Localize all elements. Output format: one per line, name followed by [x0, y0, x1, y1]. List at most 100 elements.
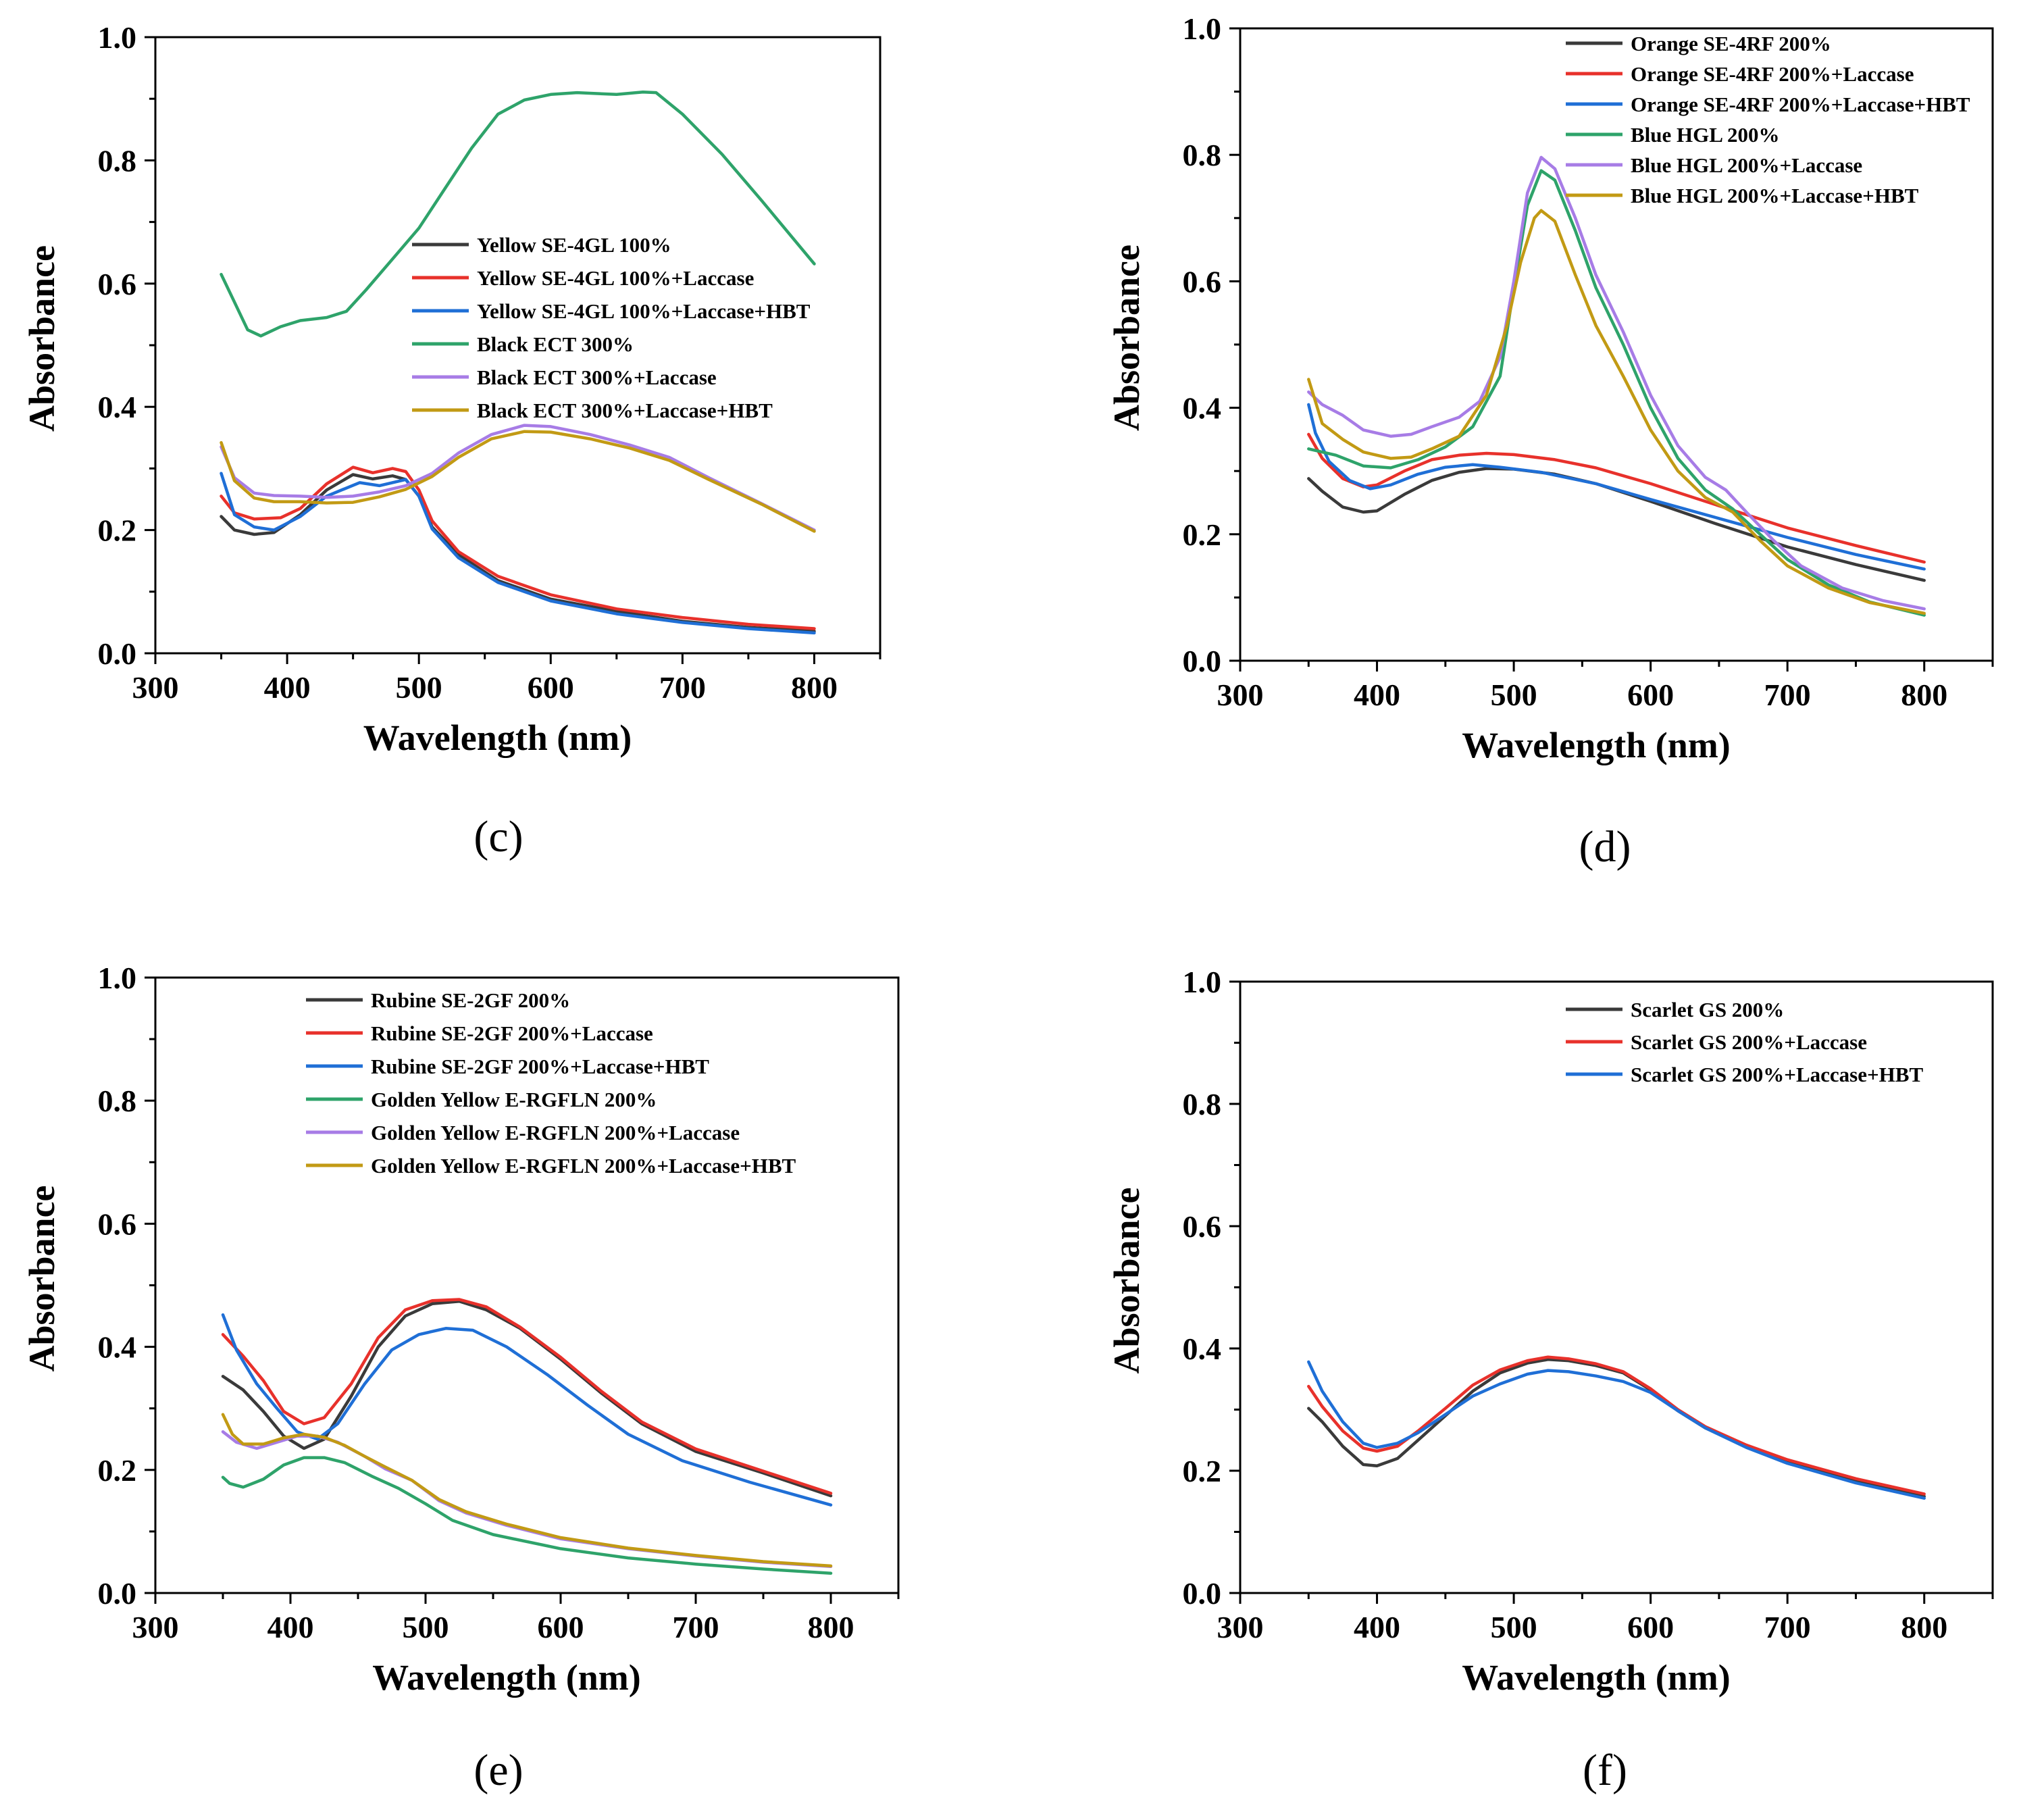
x-tick-label: 500 — [1491, 1610, 1537, 1644]
legend-entry: Yellow SE-4GL 100%+Laccase+HBT — [477, 299, 811, 323]
y-tick-label: 0.6 — [1183, 1209, 1222, 1244]
series-line-6 — [1307, 209, 1926, 615]
series-line-2 — [221, 1298, 833, 1495]
y-tick-label: 0.8 — [98, 1084, 137, 1118]
x-tick-label: 400 — [264, 670, 311, 705]
x-tick-label: 400 — [1354, 1610, 1400, 1644]
series-line-5 — [221, 1430, 833, 1569]
x-tick-label: 500 — [403, 1610, 449, 1644]
x-tick-label: 600 — [538, 1610, 584, 1644]
y-tick-label: 0.2 — [1183, 1454, 1222, 1488]
y-tick-label: 0.8 — [98, 143, 137, 178]
x-tick-label: 400 — [1354, 678, 1400, 712]
x-axis-label: Wavelength (nm) — [1462, 725, 1731, 765]
legend-entry: Golden Yellow E-RGFLN 200%+Laccase — [371, 1121, 740, 1144]
y-tick-label: 0.4 — [98, 390, 137, 424]
x-tick-label: 500 — [1491, 678, 1537, 712]
panel-label: (c) — [474, 812, 523, 861]
plot-frame — [1239, 27, 1994, 662]
x-tick-label: 500 — [396, 670, 442, 705]
legend-entry: Scarlet GS 200% — [1631, 998, 1784, 1021]
y-tick-label: 0.4 — [1183, 391, 1222, 426]
y-tick-label: 1.0 — [1183, 11, 1222, 46]
series-line-4 — [1307, 169, 1926, 617]
x-tick-label: 700 — [673, 1610, 719, 1644]
series-line-6 — [221, 1413, 833, 1568]
y-tick-label: 0.0 — [98, 1576, 137, 1611]
series-line-6 — [220, 430, 816, 533]
series-line-3 — [1307, 1360, 1926, 1500]
x-tick-label: 700 — [659, 670, 706, 705]
y-tick-label: 1.0 — [98, 961, 137, 995]
chart-panel-f: 300 400 500 600 700 800 0.0 0.2 0.4 0.6 0.8 1.0 Wave… — [1106, 965, 1994, 1795]
x-tick-label: 800 — [1901, 1610, 1947, 1644]
legend-entry: Orange SE-4RF 200% — [1631, 32, 1831, 55]
legend-entry: Rubine SE-2GF 200% — [371, 988, 570, 1012]
y-axis-label: Absorbance — [1106, 1187, 1147, 1373]
chart-panel-c: 300 400 500 600 700 800 0.0 0.2 0.4 0.6 0.8 1.0 Wave… — [22, 20, 881, 861]
series-line-3 — [221, 1313, 833, 1507]
legend-entry: Golden Yellow E-RGFLN 200% — [371, 1088, 657, 1111]
y-tick-label: 0.4 — [98, 1330, 137, 1365]
x-tick-label: 600 — [1627, 678, 1674, 712]
x-tick-label: 700 — [1764, 1610, 1811, 1644]
y-tick-label: 0.2 — [1183, 517, 1222, 552]
x-tick-label: 600 — [528, 670, 574, 705]
series-line-4 — [221, 1456, 833, 1575]
x-tick-label: 800 — [808, 1610, 854, 1644]
y-tick-label: 1.0 — [98, 20, 137, 55]
y-axis-label: Absorbance — [1106, 245, 1147, 431]
x-axis-label: Wavelength (nm) — [363, 717, 632, 758]
y-tick-label: 0.0 — [1183, 1576, 1222, 1611]
series-line-5 — [1307, 155, 1926, 611]
x-tick-label: 300 — [132, 670, 179, 705]
x-tick-label: 600 — [1627, 1610, 1674, 1644]
legend-entry: Rubine SE-2GF 200%+Laccase — [371, 1021, 653, 1045]
series-line-2 — [220, 465, 816, 630]
legend-entry: Orange SE-4RF 200%+Laccase+HBT — [1631, 93, 1970, 116]
y-tick-label: 0.4 — [1183, 1332, 1222, 1366]
y-tick-label: 0.2 — [98, 1453, 137, 1488]
legend-entry: Golden Yellow E-RGFLN 200%+Laccase+HBT — [371, 1154, 796, 1178]
x-tick-label: 800 — [791, 670, 838, 705]
legend-entry: Yellow SE-4GL 100%+Laccase — [477, 266, 754, 290]
legend-entry: Scarlet GS 200%+Laccase — [1631, 1030, 1867, 1054]
panel-label: (e) — [474, 1746, 523, 1795]
series-line-1 — [221, 1299, 833, 1498]
legend-entry: Blue HGL 200%+Laccase — [1631, 153, 1862, 177]
series-line-4 — [220, 90, 816, 338]
y-tick-label: 1.0 — [1183, 965, 1222, 999]
legend-entry: Orange SE-4RF 200%+Laccase — [1631, 62, 1914, 86]
y-tick-label: 0.6 — [98, 267, 137, 301]
x-tick-label: 400 — [267, 1610, 314, 1644]
x-tick-label: 800 — [1901, 678, 1947, 712]
y-tick-label: 0.8 — [1183, 138, 1222, 172]
x-tick-label: 300 — [132, 1610, 179, 1644]
x-axis-label: Wavelength (nm) — [372, 1657, 641, 1698]
x-tick-label: 300 — [1217, 1610, 1264, 1644]
x-axis-label: Wavelength (nm) — [1462, 1657, 1731, 1698]
y-axis-label: Absorbance — [22, 245, 62, 432]
legend-entry: Scarlet GS 200%+Laccase+HBT — [1631, 1063, 1923, 1086]
chart-panel-e: 300 400 500 600 700 800 0.0 0.2 0.4 0.6 0.8 1.0 Wave… — [22, 961, 900, 1795]
chart-panel-d: 300 400 500 600 700 800 0.0 0.2 0.4 0.6 0.8 1.0 Wave… — [1106, 11, 1994, 871]
panel-label: (f) — [1583, 1746, 1627, 1795]
legend-entry: Black ECT 300% — [477, 332, 634, 356]
x-tick-label: 300 — [1217, 678, 1264, 712]
y-tick-label: 0.6 — [1183, 264, 1222, 299]
y-tick-label: 0.0 — [98, 636, 137, 671]
legend-entry: Black ECT 300%+Laccase — [477, 365, 717, 389]
legend-entry: Blue HGL 200%+Laccase+HBT — [1631, 184, 1919, 207]
legend-entry: Rubine SE-2GF 200%+Laccase+HBT — [371, 1055, 709, 1078]
legend-entry: Black ECT 300%+Laccase+HBT — [477, 399, 773, 422]
y-tick-label: 0.0 — [1183, 644, 1222, 678]
x-tick-label: 700 — [1764, 678, 1811, 712]
y-tick-label: 0.2 — [98, 513, 137, 548]
y-tick-label: 0.8 — [1183, 1087, 1222, 1121]
panel-label: (d) — [1579, 822, 1631, 871]
series-line-2 — [1307, 1355, 1926, 1496]
y-axis-label: Absorbance — [22, 1185, 62, 1371]
series-line-3 — [1307, 403, 1926, 571]
legend-entry: Blue HGL 200% — [1631, 123, 1779, 147]
